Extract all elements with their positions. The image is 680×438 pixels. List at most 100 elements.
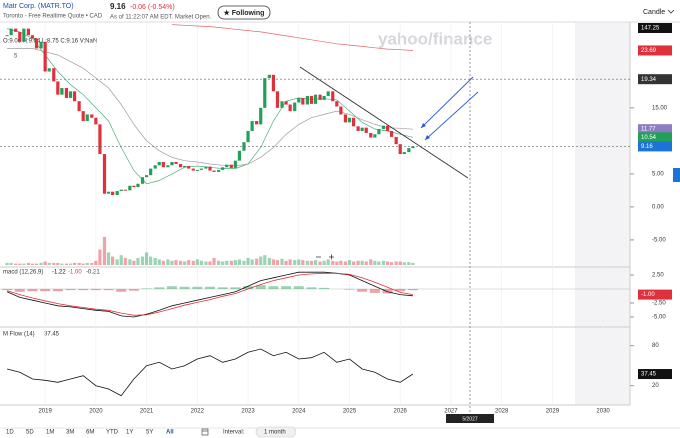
volume-bar bbox=[123, 257, 127, 265]
candle-body bbox=[132, 185, 136, 188]
price-label: 11.77 bbox=[641, 127, 656, 133]
macd-hist bbox=[395, 288, 406, 292]
volume-bar bbox=[246, 257, 250, 265]
range-button[interactable]: 1Y bbox=[126, 430, 133, 436]
volume-bar bbox=[199, 260, 203, 265]
interval-value[interactable]: 1 month bbox=[264, 430, 286, 436]
interval-select[interactable] bbox=[255, 426, 297, 438]
candle-body bbox=[246, 130, 250, 143]
range-button[interactable]: 5Y bbox=[146, 430, 153, 436]
volume-bar bbox=[136, 257, 140, 265]
range-button[interactable]: 5D bbox=[26, 430, 34, 436]
mfi-title: M Flow (14) bbox=[3, 332, 35, 338]
follow-button[interactable] bbox=[217, 5, 271, 20]
volume-bar bbox=[364, 261, 368, 265]
volume-bar bbox=[339, 260, 343, 265]
macd-hist bbox=[154, 287, 165, 289]
price-label: 23.69 bbox=[641, 48, 657, 54]
candle-body bbox=[191, 168, 195, 171]
hist-value: -0.21 bbox=[86, 270, 100, 276]
candle-body bbox=[237, 150, 242, 161]
macd-hist bbox=[141, 288, 152, 289]
candle-body bbox=[90, 114, 94, 118]
volume-bar bbox=[407, 262, 411, 265]
macd-value: -1.22 bbox=[52, 270, 66, 276]
range-button[interactable]: YTD bbox=[106, 430, 119, 436]
candle-body bbox=[271, 74, 276, 92]
volume-zoom[interactable] bbox=[316, 254, 334, 260]
range-button[interactable]: 6M bbox=[86, 430, 94, 436]
calendar-icon[interactable] bbox=[201, 428, 209, 436]
volume-bar bbox=[132, 260, 136, 265]
price-label-box bbox=[638, 132, 672, 143]
candle-body bbox=[288, 104, 292, 112]
x-tick-label: 2019 bbox=[38, 409, 52, 415]
volume-bar bbox=[377, 261, 381, 265]
volume-bar bbox=[347, 260, 352, 265]
volume-bar bbox=[85, 262, 89, 265]
volume-bar bbox=[255, 258, 259, 265]
candle-body bbox=[5, 35, 9, 37]
macd-hist bbox=[65, 288, 76, 291]
volume-bar bbox=[106, 252, 111, 265]
price-label: 9.16 bbox=[641, 144, 653, 150]
x-tick-label: 2023 bbox=[241, 409, 255, 415]
range-button[interactable]: All bbox=[166, 430, 174, 436]
price-label: 19.34 bbox=[641, 77, 657, 83]
range-button[interactable]: 1M bbox=[46, 430, 54, 436]
volume-bar bbox=[47, 262, 51, 265]
side-tab[interactable] bbox=[673, 168, 680, 182]
stock-name[interactable]: Matr Corp. (MATR.TO) bbox=[3, 3, 74, 10]
volume-bar bbox=[72, 262, 77, 265]
volume-bar bbox=[68, 263, 73, 265]
watermark: yahoo/finance bbox=[378, 29, 492, 48]
volume-bar bbox=[119, 255, 123, 265]
candle-body bbox=[30, 35, 35, 39]
x-tick-label: 2029 bbox=[546, 409, 560, 415]
candle-body bbox=[199, 168, 203, 170]
candle-body bbox=[123, 189, 127, 191]
candle-body bbox=[47, 68, 51, 72]
volume-bar bbox=[111, 256, 115, 265]
macd-hist bbox=[319, 287, 330, 289]
volume-bar bbox=[313, 260, 318, 265]
macd-hist bbox=[40, 288, 51, 292]
volume-bar bbox=[18, 263, 22, 265]
price-label-box bbox=[638, 74, 672, 85]
volume-bar bbox=[250, 259, 254, 265]
macd-hist bbox=[179, 286, 190, 289]
range-button[interactable]: 1D bbox=[6, 430, 14, 436]
volume-bar bbox=[225, 260, 229, 265]
volume-bar bbox=[128, 259, 132, 265]
volume-bar bbox=[267, 257, 271, 265]
volume-bar bbox=[64, 263, 69, 265]
volume-bar bbox=[356, 260, 360, 265]
volume-bar bbox=[212, 257, 216, 265]
volume-bar bbox=[178, 260, 183, 265]
shaded-region bbox=[575, 22, 630, 405]
volume-bar bbox=[318, 261, 322, 265]
volume-bar bbox=[284, 260, 288, 265]
candle-body bbox=[331, 91, 335, 102]
candle-body bbox=[233, 160, 237, 168]
macd-hist bbox=[90, 288, 101, 291]
candle-body bbox=[102, 154, 107, 194]
price-label-box bbox=[638, 289, 672, 300]
candle-body bbox=[339, 106, 343, 115]
price-label-box bbox=[638, 141, 672, 152]
follow-label[interactable]: ★ Following bbox=[224, 9, 265, 17]
range-button[interactable]: 3M bbox=[66, 430, 74, 436]
chart-type[interactable]: Candle bbox=[643, 9, 665, 16]
macd-hist bbox=[344, 288, 355, 290]
volume-bar bbox=[389, 262, 394, 265]
volume-bar bbox=[402, 262, 406, 265]
candle-body bbox=[34, 38, 39, 49]
candle-body bbox=[149, 168, 153, 176]
dropdown-caret[interactable] bbox=[667, 9, 675, 14]
candle-body bbox=[263, 78, 267, 108]
x-tick-label: 2024 bbox=[292, 409, 306, 415]
volume-bar bbox=[98, 249, 102, 265]
volume-bar bbox=[280, 258, 284, 265]
volume-bar bbox=[170, 260, 174, 265]
candle-body bbox=[369, 132, 373, 138]
